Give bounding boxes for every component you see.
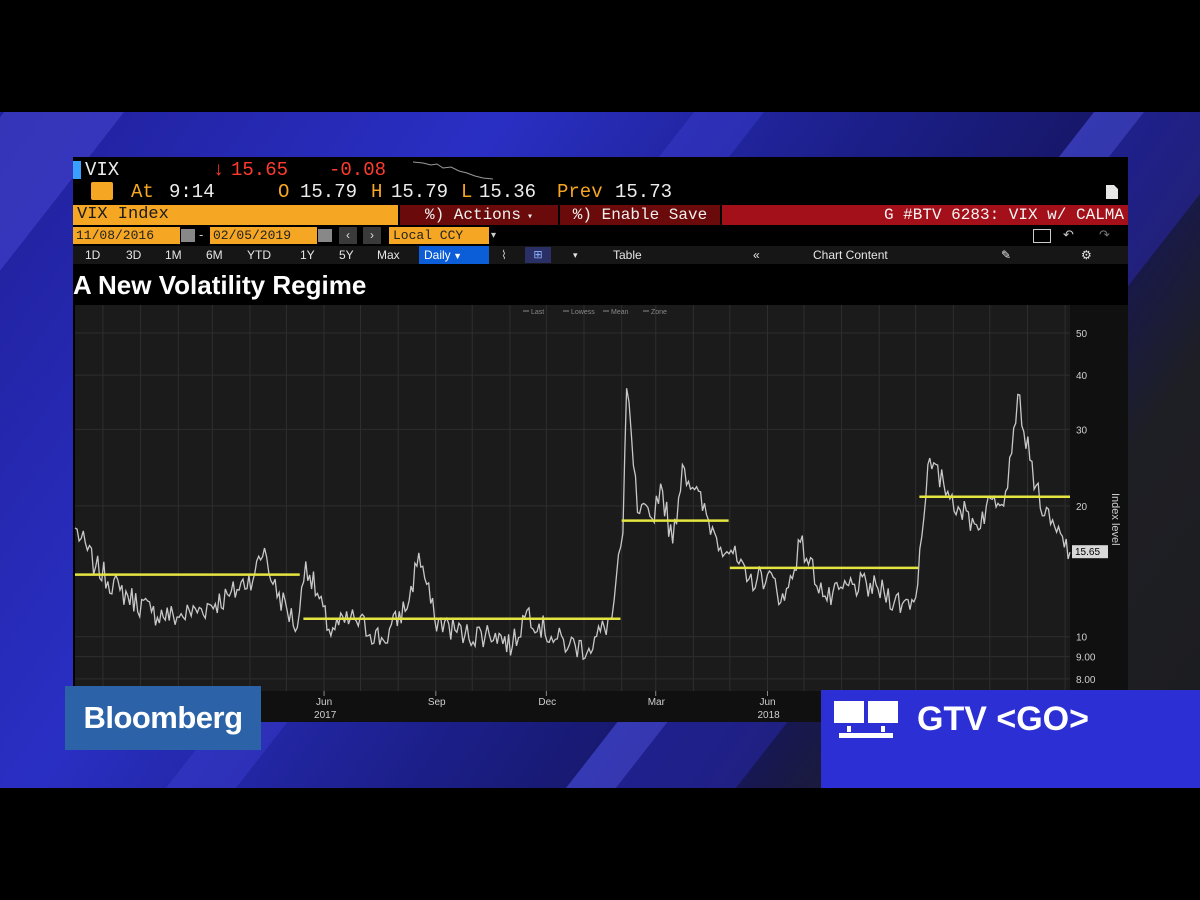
bloomberg-logo: Bloomberg (65, 686, 261, 750)
security-field-text: VIX Index (77, 205, 169, 224)
chart-area: 8.00 9.00 10 20 30 40 50 Index level Last Lowess M… (73, 303, 1128, 722)
y-axis-panel (1070, 305, 1128, 691)
legend-entry: Zone (651, 309, 667, 316)
monitor-icon[interactable] (1033, 229, 1051, 243)
date-separator: - (199, 227, 204, 242)
x-tick-label: Jun (759, 697, 775, 708)
x-tick-label: Jun (316, 697, 332, 708)
frequency-select[interactable]: Daily ▼ (419, 246, 489, 264)
prev-label: Prev (557, 181, 603, 203)
at-label: At (131, 181, 154, 203)
series-line-vix (74, 388, 1071, 661)
period-toolbar: 1D 3D 1M 6M YTD 1Y 5Y Max Daily ▼ ⌇ ⊞ ▾ … (73, 246, 1128, 264)
end-date-text: 02/05/2019 (213, 228, 292, 243)
ticker-last: 15.65 (231, 159, 289, 181)
terminal-window: VIX ↓ 15.65 -0.08 At 9:14 O 15.79 H 15.7… (73, 157, 1128, 722)
y-tick-label: 50 (1076, 329, 1088, 340)
gear-icon[interactable]: ⚙ (1081, 248, 1092, 262)
undo-icon[interactable]: ↶ (1063, 227, 1074, 242)
sparkline (413, 161, 493, 180)
down-arrow-icon: ↓ (213, 159, 225, 181)
y-tick-label: 8.00 (1076, 675, 1096, 686)
y-tick-label: 9.00 (1076, 653, 1096, 664)
period-1d-button[interactable]: 1D (85, 248, 101, 262)
start-date-field[interactable]: 11/08/2016 (73, 227, 180, 244)
period-5y-button[interactable]: 5Y (339, 248, 354, 262)
document-icon[interactable] (1105, 184, 1119, 200)
period-3d-button[interactable]: 3D (126, 248, 142, 262)
date-range-row: 11/08/2016 - 02/05/2019 ‹ › Local CCY ▾ … (73, 227, 1128, 245)
currency-text: Local CCY (393, 228, 464, 243)
security-toolbar: VIX Index %) Actions ▾ %) Enable Save G … (73, 205, 1128, 225)
chevron-down-icon[interactable]: ▾ (491, 230, 497, 241)
actions-label: %) Actions (424, 206, 521, 224)
prev-period-button[interactable]: ‹ (339, 227, 357, 244)
low-value: 15.36 (479, 181, 537, 203)
period-1m-button[interactable]: 1M (165, 248, 182, 262)
period-max-button[interactable]: Max (377, 248, 400, 262)
legend-entry: Mean (611, 309, 629, 316)
period-1y-button[interactable]: 1Y (300, 248, 315, 262)
y-tick-label: 20 (1076, 502, 1088, 513)
frequency-text: Daily (424, 248, 451, 262)
plot-background (75, 305, 1070, 691)
currency-select[interactable]: Local CCY (389, 227, 489, 244)
high-value: 15.79 (391, 181, 449, 203)
last-value-label: 15.65 (1075, 547, 1100, 558)
open-value: 15.79 (300, 181, 358, 203)
gtv-banner: GTV <GO> (821, 690, 1200, 788)
redo-icon[interactable]: ↷ (1099, 227, 1110, 242)
chart-type-icon[interactable] (91, 182, 113, 200)
ohlc-row: At 9:14 O 15.79 H 15.79 L 15.36 Prev 15.… (73, 181, 1128, 203)
low-label: L (461, 181, 473, 203)
x-year-label: 2017 (314, 710, 337, 721)
terminal-monitor-icon (834, 701, 898, 738)
chart-name-field[interactable]: G #BTV 6283: VIX w/ CALMA (722, 205, 1128, 225)
x-tick-label: Sep (428, 697, 446, 708)
y-tick-label: 10 (1076, 633, 1088, 644)
table-tab[interactable]: Table (613, 248, 642, 262)
open-label: O (278, 181, 290, 203)
end-date-field[interactable]: 02/05/2019 (210, 227, 317, 244)
high-label: H (371, 181, 383, 203)
enable-save-label: %) Enable Save (572, 206, 708, 224)
ticker-change: -0.08 (329, 159, 387, 181)
chart-title: A New Volatility Regime (73, 270, 367, 300)
period-ytd-button[interactable]: YTD (247, 248, 271, 262)
calendar-icon[interactable] (318, 229, 332, 242)
collapse-left-icon[interactable]: « (753, 248, 760, 262)
ticker-symbol[interactable]: VIX (85, 159, 120, 181)
x-tick-label: Mar (648, 697, 666, 708)
start-date-text: 11/08/2016 (76, 228, 155, 243)
enable-save-button[interactable]: %) Enable Save (560, 205, 720, 225)
calendar-icon[interactable] (181, 229, 195, 242)
legend-entry: Last (531, 309, 544, 316)
legend-entry: Lowess (571, 309, 595, 316)
chart-name-text: G #BTV 6283: VIX w/ CALMA (883, 206, 1124, 224)
quote-time: 9:14 (169, 181, 215, 203)
ticker-marker (73, 161, 81, 179)
vix-chart[interactable]: 8.00 9.00 10 20 30 40 50 Index level Last Lowess M… (73, 303, 1128, 722)
caret-icon: ▼ (450, 251, 463, 261)
bloomberg-wordmark: Bloomberg (83, 700, 243, 735)
caret-icon: ▾ (520, 212, 534, 223)
prev-value: 15.73 (615, 181, 673, 203)
ticker-row: VIX ↓ 15.65 -0.08 (73, 159, 1128, 181)
chart-content-tab[interactable]: Chart Content (813, 248, 888, 262)
last-value-badge (1072, 545, 1108, 559)
next-period-button[interactable]: › (363, 227, 381, 244)
x-year-label: 2018 (757, 710, 780, 721)
chart-style-button[interactable]: ⊞ (525, 247, 551, 263)
y-tick-label: 30 (1076, 425, 1088, 436)
y-tick-label: 40 (1076, 371, 1088, 382)
edit-icon[interactable]: ✎ (1001, 248, 1012, 262)
actions-button[interactable]: %) Actions ▾ (400, 205, 558, 225)
gtv-text: GTV <GO> (917, 700, 1089, 738)
line-chart-icon[interactable]: ⌇ (501, 248, 507, 262)
x-tick-label: Dec (538, 697, 556, 708)
security-field[interactable]: VIX Index (73, 205, 398, 225)
caret-icon[interactable]: ▾ (573, 250, 578, 260)
period-6m-button[interactable]: 6M (206, 248, 223, 262)
y-axis-label: Index level (1109, 493, 1121, 546)
